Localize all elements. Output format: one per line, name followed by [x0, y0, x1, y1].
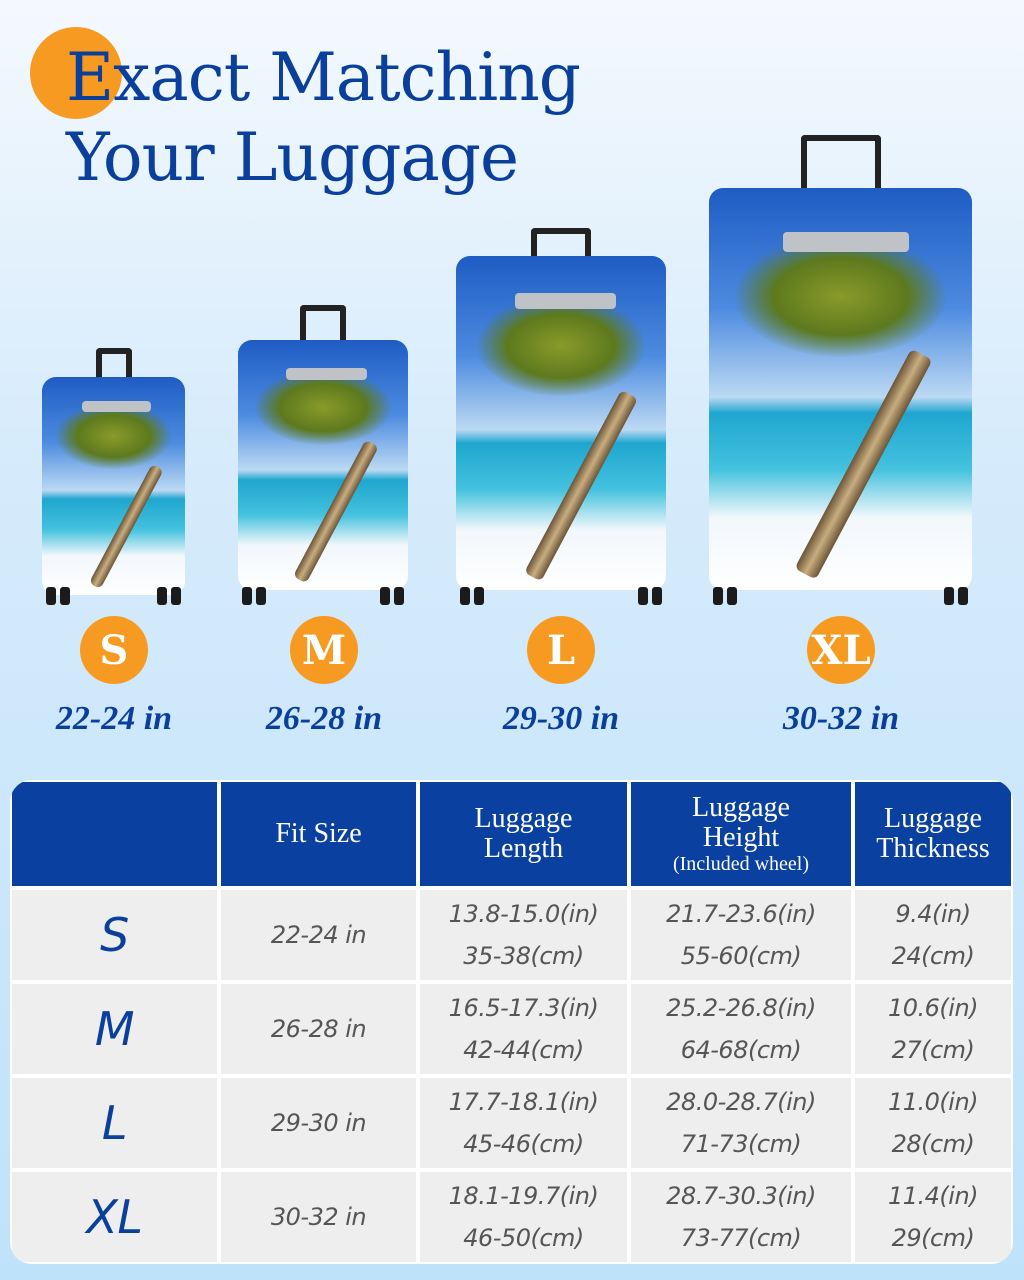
table-row-size: XL — [12, 1172, 217, 1262]
palm-beach-print — [709, 188, 972, 590]
wheel — [713, 587, 723, 605]
height-cell: 28.0-28.7(in) 71-73(cm) — [631, 1078, 851, 1168]
wheel — [171, 587, 181, 605]
length-cell: 16.5-17.3(in) 42-44(cm) — [420, 984, 627, 1074]
size-range: 29-30 in — [502, 700, 620, 737]
thickness-cell: 11.0(in) 28(cm) — [855, 1078, 1011, 1168]
luggage-cover-s — [42, 348, 185, 605]
thickness-cell: 11.4(in) 29(cm) — [855, 1172, 1011, 1262]
size-range: 26-28 in — [265, 700, 383, 737]
table-row-size: L — [12, 1078, 217, 1168]
luggage-cover-l — [456, 228, 666, 605]
palm-beach-print — [42, 377, 185, 595]
fit-size-cell: 30-32 in — [221, 1172, 416, 1262]
size-badge: M — [290, 616, 358, 684]
table-row-size: M — [12, 984, 217, 1074]
fit-size-cell: 29-30 in — [221, 1078, 416, 1168]
table-header: Fit Size — [221, 782, 416, 886]
wheel — [652, 587, 662, 605]
height-cell: 25.2-26.8(in) 64-68(cm) — [631, 984, 851, 1074]
luggage-cover-xl — [709, 135, 972, 605]
length-cell: 17.7-18.1(in) 45-46(cm) — [420, 1078, 627, 1168]
wheel — [460, 587, 470, 605]
length-cell: 13.8-15.0(in) 35-38(cm) — [420, 890, 627, 980]
luggage-handle — [800, 135, 881, 192]
height-cell: 21.7-23.6(in) 55-60(cm) — [631, 890, 851, 980]
size-table: Fit Size Luggage Length Luggage Height (Inc… — [10, 780, 1013, 1264]
palm-beach-print — [238, 340, 408, 590]
size-range: 30-32 in — [782, 700, 900, 737]
luggage-handle — [300, 305, 346, 344]
title-line-2: Your Luggage — [66, 119, 519, 196]
size-badge: L — [527, 616, 595, 684]
wheel — [394, 587, 404, 605]
size-badge: XL — [807, 616, 875, 684]
luggage-cover-m — [238, 305, 408, 605]
palm-beach-print — [456, 256, 666, 590]
title-line-1: Exact Matching — [66, 39, 581, 116]
table-header: Luggage Height (Included wheel) — [631, 782, 851, 886]
height-cell: 28.7-30.3(in) 73-77(cm) — [631, 1172, 851, 1262]
page-title: Exact Matching Your Luggage — [66, 38, 581, 198]
luggage-handle — [95, 348, 132, 381]
thickness-cell: 9.4(in) 24(cm) — [855, 890, 1011, 980]
table-header: Luggage Thickness — [855, 782, 1011, 886]
table-header: Luggage Length — [420, 782, 627, 886]
thickness-cell: 10.6(in) 27(cm) — [855, 984, 1011, 1074]
size-range: 22-24 in — [55, 700, 173, 737]
wheel — [958, 587, 968, 605]
table-row-size: S — [12, 890, 217, 980]
fit-size-cell: 26-28 in — [221, 984, 416, 1074]
length-cell: 18.1-19.7(in) 46-50(cm) — [420, 1172, 627, 1262]
wheel — [46, 587, 56, 605]
title-accent-dot — [30, 27, 122, 119]
luggage-handle — [531, 228, 591, 260]
wheel — [242, 587, 252, 605]
table-header — [12, 782, 217, 886]
size-badge: S — [80, 616, 148, 684]
fit-size-cell: 22-24 in — [221, 890, 416, 980]
